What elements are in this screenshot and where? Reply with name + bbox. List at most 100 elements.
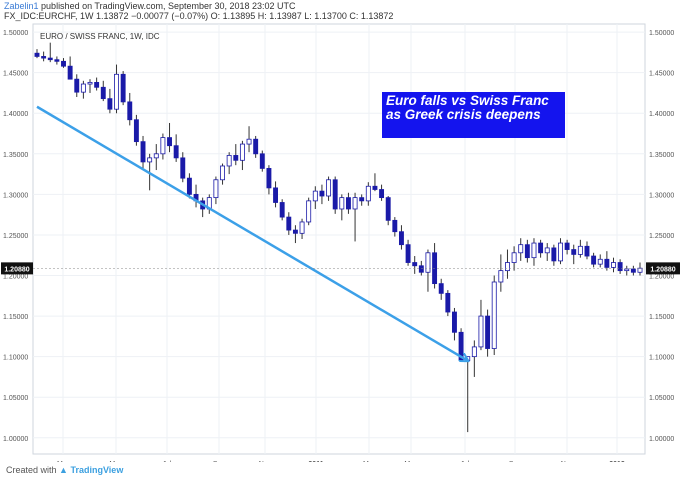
candle-down [412, 262, 418, 267]
candle-down [584, 245, 590, 257]
candle-up [352, 197, 358, 210]
ohlc-line: FX_IDC:EURCHF, 1W 1.13872 −0.00077 (−0.0… [4, 11, 393, 21]
candle-up [365, 185, 371, 202]
candle-up [425, 252, 431, 273]
candle-up [558, 242, 563, 262]
y-tick-label-right: 1.40000 [649, 111, 674, 118]
candle-down [538, 242, 544, 254]
y-tick-label-right: 1.45000 [649, 71, 674, 78]
candle-up [147, 157, 153, 163]
y-tick-label-left: 1.50000 [3, 30, 28, 37]
candle-down [127, 101, 133, 121]
candle-up [220, 165, 225, 181]
candle-down [398, 231, 404, 246]
x-tick-label: 2012 [609, 461, 625, 462]
candle-down [253, 138, 259, 155]
candle-down [279, 202, 285, 218]
candle-down [551, 247, 557, 262]
candle-down [286, 216, 292, 231]
candle-down [167, 137, 172, 147]
candle-up [213, 179, 219, 199]
author-link[interactable]: Zabelin1 [4, 1, 39, 11]
candle-down [259, 153, 265, 169]
open-value: O: 1.13895 [210, 11, 256, 21]
candle-up [339, 197, 345, 210]
candle-down [418, 265, 424, 273]
candle-down [571, 249, 577, 255]
candle-down [591, 255, 597, 265]
y-tick-label-left: 1.45000 [3, 71, 28, 78]
created-with-label: Created with [6, 465, 57, 475]
candle-down [266, 168, 272, 189]
high-value: H: 1.13987 [257, 11, 302, 21]
candle-up [511, 252, 517, 263]
low-value: L: 1.13700 [304, 11, 347, 21]
candle-down [74, 78, 80, 93]
candle-up [312, 190, 318, 202]
candle-down [100, 86, 106, 100]
candle-down [564, 242, 570, 250]
candle-up [597, 258, 603, 265]
candle-down [332, 179, 338, 210]
candle-down [34, 52, 40, 57]
candle-down [140, 141, 146, 163]
candle-up [160, 137, 166, 155]
chart-header: Zabelin1 published on TradingView.com, S… [0, 0, 680, 22]
x-tick-label: Sep [509, 461, 522, 462]
candle-up [80, 83, 86, 93]
publish-line: Zabelin1 published on TradingView.com, S… [4, 1, 296, 11]
candle-down [47, 57, 53, 61]
candle-down [438, 283, 444, 294]
candle-down [133, 119, 139, 143]
publish-info: published on TradingView.com, September … [41, 1, 296, 11]
candle-up [637, 267, 643, 273]
y-tick-label-left: 1.35000 [3, 152, 28, 159]
x-tick-label: May [404, 461, 418, 462]
y-tick-label-right: 1.00000 [649, 436, 674, 443]
tradingview-brand: TradingView [70, 465, 124, 475]
candlestick-chart[interactable]: 1.50000 1.50000 1.45000 1.45000 1.40000 1.400… [0, 22, 680, 462]
symbol-label: FX_IDC:EURCHF, 1W [4, 11, 94, 21]
x-tick-label: Sep [213, 461, 226, 462]
y-tick-label-left: 1.25000 [3, 233, 28, 240]
footer: Created with ▲ TradingView [6, 465, 123, 475]
candle-down [273, 187, 279, 203]
overlay-layer [33, 105, 645, 361]
tradingview-logo[interactable]: ▲ TradingView [59, 465, 124, 475]
y-tick-label-left: 1.30000 [3, 192, 28, 199]
y-tick-label-left: 1.10000 [3, 355, 28, 362]
candle-down [617, 262, 623, 272]
candles-layer [34, 42, 643, 433]
candle-up [505, 262, 510, 272]
y-tick-label-right: 1.25000 [649, 233, 674, 240]
candle-down [107, 98, 113, 110]
candle-up [577, 245, 583, 255]
candle-down [180, 157, 186, 179]
y-tick-label-left: 1.00000 [3, 436, 28, 443]
close-value: C: 1.13872 [349, 11, 394, 21]
candle-down [445, 292, 451, 313]
candle-down [173, 145, 179, 159]
y-tick-label-right: 1.05000 [649, 395, 674, 402]
trend-arrow [36, 105, 468, 361]
candle-up [239, 143, 245, 161]
y-tick-label-right: 1.20000 [649, 274, 674, 281]
candle-up [326, 179, 332, 197]
candle-down [67, 65, 73, 80]
last-price-tag-right [646, 262, 680, 275]
change-value: −0.00077 (−0.07%) [131, 11, 209, 21]
last-price-label-left: 1.20880 [4, 266, 29, 273]
y-tick-label-right: 1.10000 [649, 355, 674, 362]
candle-down [61, 60, 66, 67]
x-tick-label: May [109, 461, 123, 462]
candle-down [379, 189, 385, 199]
candle-down [452, 311, 457, 333]
annotation-box[interactable]: Euro falls vs Swiss Franc as Greek crisi… [382, 92, 565, 138]
x-tick-label: Jul [461, 461, 470, 462]
candle-up [153, 153, 159, 159]
candle-up [544, 247, 550, 254]
candle-up [87, 82, 93, 85]
candle-down [345, 197, 351, 210]
candle-up [491, 281, 497, 349]
candle-down [94, 82, 100, 88]
